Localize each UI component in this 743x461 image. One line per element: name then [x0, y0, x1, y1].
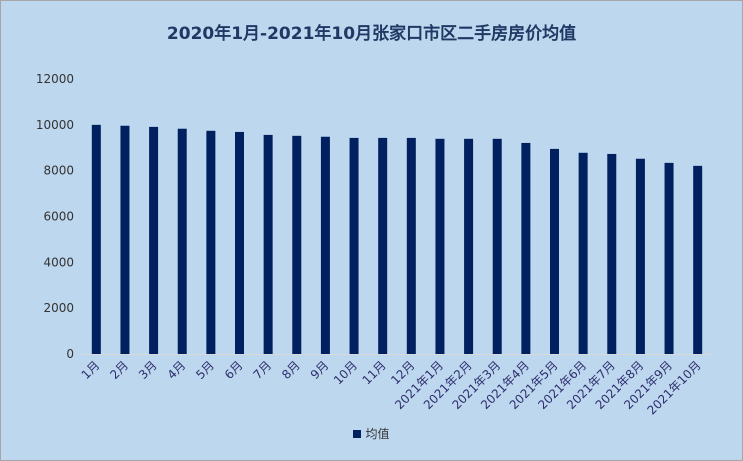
x-tick-label: 3月	[136, 358, 160, 382]
x-tick-label: 8月	[279, 358, 303, 382]
y-tick-label: 12000	[36, 72, 74, 86]
x-tick-label: 4月	[165, 358, 189, 382]
bar	[550, 148, 559, 354]
x-tick-label: 2月	[107, 358, 131, 382]
bar	[263, 134, 273, 354]
bar	[406, 137, 416, 354]
bar	[120, 125, 130, 354]
y-tick-label: 6000	[43, 210, 74, 224]
bar	[206, 130, 216, 354]
bar	[177, 128, 187, 354]
x-tick-label: 9月	[308, 358, 332, 382]
bar	[578, 152, 588, 354]
bar	[635, 158, 645, 354]
bar	[378, 137, 388, 354]
bar	[292, 135, 302, 354]
bar	[693, 165, 703, 354]
legend: 均值	[0, 425, 743, 442]
x-tick-label: 10月	[331, 358, 360, 387]
bar	[607, 153, 617, 354]
x-tick-label: 5月	[193, 358, 217, 382]
x-tick-label: 1月	[79, 358, 103, 382]
legend-swatch	[353, 430, 362, 438]
bar	[320, 136, 330, 354]
bar	[464, 138, 474, 354]
bar	[664, 162, 674, 354]
bar	[91, 124, 101, 354]
x-tick-label: 6月	[222, 358, 246, 382]
bar	[235, 131, 244, 354]
y-tick-label: 10000	[36, 118, 74, 132]
chart-title: 2020年1月-2021年10月张家口市区二手房房价均值	[166, 24, 577, 44]
y-tick-label: 8000	[43, 164, 74, 178]
y-tick-label: 4000	[43, 255, 74, 269]
bar	[349, 137, 359, 354]
x-tick-label: 7月	[250, 358, 274, 382]
bar	[435, 138, 445, 354]
x-tick-label: 11月	[360, 358, 389, 387]
y-tick-label: 0	[66, 347, 74, 361]
y-tick-label: 2000	[43, 301, 74, 315]
bar	[492, 138, 502, 354]
bar	[149, 126, 159, 354]
legend-label: 均值	[365, 427, 390, 441]
bar	[521, 142, 531, 354]
